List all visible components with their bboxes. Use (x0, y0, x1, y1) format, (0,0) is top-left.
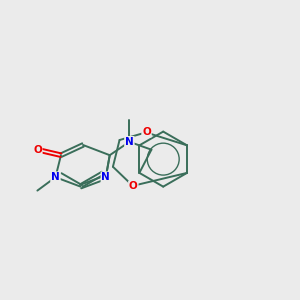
Text: O: O (129, 182, 138, 191)
Text: N: N (101, 172, 110, 182)
Text: O: O (142, 127, 151, 137)
Text: N: N (51, 172, 60, 182)
Text: N: N (125, 137, 134, 147)
Text: O: O (33, 145, 42, 155)
